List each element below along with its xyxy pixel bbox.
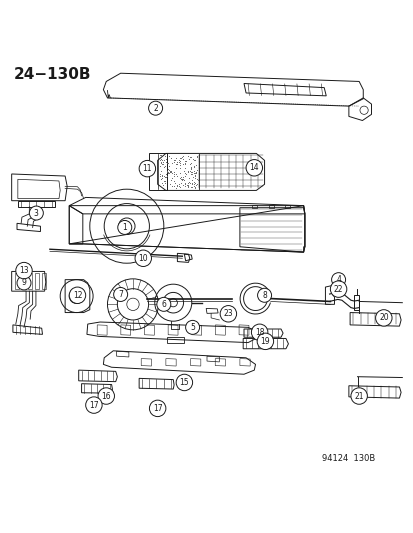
Circle shape — [117, 221, 131, 235]
Text: 19: 19 — [260, 337, 270, 346]
Circle shape — [69, 287, 85, 303]
Text: 2: 2 — [153, 104, 158, 112]
Text: 13: 13 — [19, 266, 29, 275]
Circle shape — [148, 101, 162, 115]
Text: 18: 18 — [254, 328, 264, 337]
Text: 8: 8 — [261, 291, 266, 300]
Text: 14: 14 — [249, 163, 259, 172]
Circle shape — [176, 374, 192, 391]
Circle shape — [149, 400, 166, 417]
Text: 17: 17 — [152, 404, 162, 413]
Text: 6: 6 — [161, 300, 166, 309]
Circle shape — [220, 305, 236, 322]
Text: 94124  130B: 94124 130B — [321, 454, 375, 463]
Circle shape — [256, 333, 273, 350]
Text: 10: 10 — [138, 254, 148, 263]
Text: 3: 3 — [34, 208, 39, 217]
Circle shape — [185, 320, 199, 334]
Text: 16: 16 — [101, 392, 111, 400]
Circle shape — [139, 160, 155, 177]
Text: 23: 23 — [223, 309, 233, 318]
Text: 17: 17 — [89, 401, 98, 409]
Text: 21: 21 — [354, 392, 363, 400]
Text: 7: 7 — [118, 290, 123, 299]
Circle shape — [98, 388, 114, 404]
Circle shape — [17, 276, 31, 290]
Circle shape — [245, 159, 262, 176]
Circle shape — [350, 388, 366, 404]
Circle shape — [114, 287, 127, 302]
Text: 9: 9 — [21, 278, 26, 287]
Circle shape — [16, 262, 32, 279]
Text: 1: 1 — [122, 223, 127, 232]
Text: 11: 11 — [142, 164, 152, 173]
Text: 12: 12 — [73, 291, 82, 300]
Text: 4: 4 — [335, 275, 340, 284]
Circle shape — [330, 281, 346, 297]
Circle shape — [375, 310, 391, 326]
Text: 22: 22 — [333, 285, 342, 294]
Circle shape — [251, 324, 267, 341]
Circle shape — [85, 397, 102, 413]
Text: 24−130B: 24−130B — [14, 67, 91, 82]
Text: 20: 20 — [378, 313, 388, 322]
Text: 15: 15 — [179, 378, 189, 387]
Circle shape — [331, 273, 345, 287]
Circle shape — [157, 297, 171, 311]
Circle shape — [257, 288, 271, 302]
Circle shape — [29, 206, 43, 220]
Text: 5: 5 — [190, 323, 195, 332]
Circle shape — [135, 250, 151, 266]
